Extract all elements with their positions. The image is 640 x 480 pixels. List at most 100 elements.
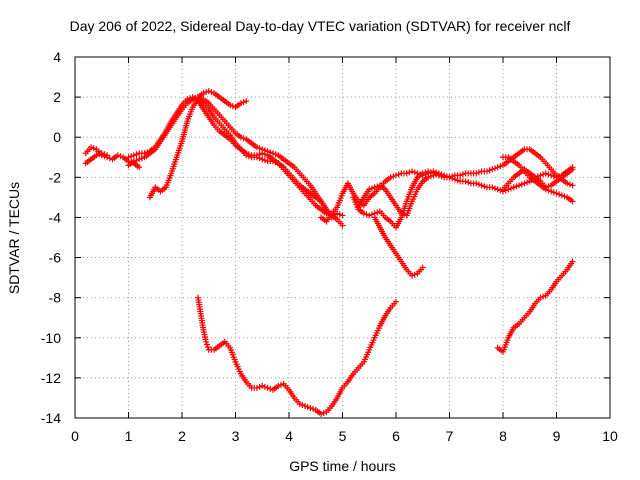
data-point [478, 182, 485, 189]
data-point [366, 212, 373, 219]
data-point [433, 171, 440, 178]
data-point [497, 187, 504, 194]
data-point [390, 173, 397, 180]
data-point [491, 165, 498, 172]
data-point [272, 159, 279, 166]
data-point [508, 185, 515, 192]
chart-title: Day 206 of 2022, Sidereal Day-to-day VTE… [69, 18, 571, 34]
x-tick-label: 10 [602, 428, 618, 444]
data-point [566, 181, 573, 188]
data-point [138, 155, 145, 162]
data-point [133, 157, 140, 164]
data-point [473, 180, 480, 187]
data-point [259, 146, 266, 153]
data-point [253, 144, 260, 151]
data-point [117, 153, 124, 160]
data-point [465, 179, 472, 186]
series-track-b [82, 150, 111, 167]
data-point [569, 182, 576, 189]
data-point [411, 169, 418, 176]
data-point [104, 152, 111, 159]
data-point [269, 150, 276, 157]
data-point [307, 404, 314, 411]
data-point [524, 179, 531, 186]
data-point [395, 171, 402, 178]
data-point [272, 151, 279, 158]
data-point [256, 155, 263, 162]
series-track-n [494, 258, 576, 355]
data-point [336, 211, 343, 218]
data-point [545, 171, 552, 178]
data-point [299, 401, 306, 408]
data-point [409, 168, 416, 175]
data-point [516, 182, 523, 189]
data-point [302, 402, 309, 409]
data-point [125, 154, 132, 161]
data-point [203, 89, 210, 96]
data-point [368, 185, 375, 192]
data-point [540, 293, 547, 300]
data-point [371, 184, 378, 191]
data-point [261, 383, 268, 390]
data-point [208, 89, 215, 96]
data-point [243, 152, 250, 159]
data-point [310, 405, 317, 412]
data-point [425, 168, 432, 175]
data-point [398, 210, 405, 217]
data-point [114, 152, 121, 159]
data-point [475, 181, 482, 188]
data-point [264, 148, 271, 155]
data-point [334, 210, 341, 217]
series-track-e [146, 96, 346, 229]
data-point [505, 186, 512, 193]
data-point [548, 172, 555, 179]
x-tick-label: 3 [232, 428, 240, 444]
data-point [136, 156, 143, 163]
data-point [553, 190, 560, 197]
y-tick-label: -8 [49, 290, 62, 306]
data-point [320, 409, 327, 416]
data-point [409, 272, 416, 279]
data-point [259, 156, 266, 163]
y-tick-label: -12 [41, 370, 61, 386]
x-tick-label: 6 [392, 428, 400, 444]
y-tick-label: 4 [53, 49, 61, 65]
data-point [136, 164, 143, 171]
y-tick-label: -2 [49, 169, 62, 185]
data-point [550, 189, 557, 196]
data-point [542, 170, 549, 177]
y-tick-label: -14 [41, 410, 61, 426]
y-axis-label: SDTVAR / TECUs [6, 181, 22, 295]
data-point [489, 166, 496, 173]
data-point [189, 96, 196, 103]
data-point [96, 151, 103, 158]
data-point [256, 383, 263, 390]
data-point [438, 173, 445, 180]
data-point [406, 169, 413, 176]
data-point [90, 145, 97, 152]
data-point [548, 188, 555, 195]
data-point [204, 344, 211, 351]
data-point [430, 172, 437, 179]
data-point [422, 169, 429, 176]
data-point [558, 192, 565, 199]
data-point [569, 198, 576, 205]
data-point [491, 185, 498, 192]
data-point [393, 172, 399, 179]
data-point [393, 298, 399, 305]
data-point [339, 212, 346, 219]
data-point [203, 338, 210, 345]
data-point [502, 187, 509, 194]
data-point [93, 152, 100, 159]
data-point [128, 153, 135, 160]
x-tick-label: 1 [125, 428, 133, 444]
data-point [253, 154, 260, 161]
data-point [462, 178, 469, 185]
data-point [130, 152, 137, 159]
data-point [545, 183, 552, 190]
data-point [537, 172, 544, 179]
data-point [261, 147, 268, 154]
data-point [101, 151, 108, 158]
data-point [269, 158, 276, 165]
series-track-d [125, 94, 335, 221]
